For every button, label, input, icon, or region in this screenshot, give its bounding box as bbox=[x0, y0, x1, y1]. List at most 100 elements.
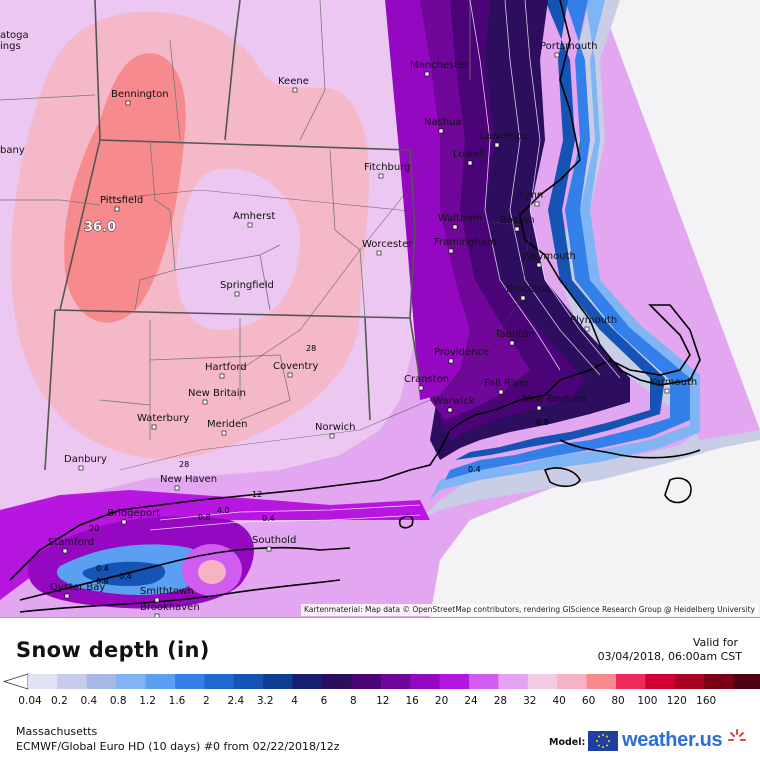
violet-band-4 bbox=[385, 0, 470, 400]
contour-label: 20 bbox=[89, 524, 99, 533]
place-label: Stamford bbox=[48, 537, 94, 548]
colorbar-cell bbox=[527, 674, 558, 689]
colorbar-tick-label: 28 bbox=[494, 695, 507, 707]
city-marker bbox=[498, 389, 504, 395]
place-label: Hartford bbox=[205, 362, 247, 373]
city-marker bbox=[121, 519, 127, 525]
contour-label: 0.8 bbox=[198, 513, 211, 522]
colorbar-tick-label: 60 bbox=[582, 695, 595, 707]
place-label: Worcester bbox=[362, 239, 413, 250]
place-boston: Boston bbox=[500, 215, 535, 232]
colorbar-tick-label: 8 bbox=[350, 695, 357, 707]
colorbar-cell bbox=[586, 674, 617, 689]
place-brockton: Brockton bbox=[506, 284, 551, 301]
contour-label: 12 bbox=[252, 490, 262, 499]
contour-label: 28 bbox=[179, 460, 189, 469]
southold-core bbox=[198, 560, 226, 584]
place-lowell: Lowell bbox=[453, 149, 484, 166]
colorbar-cell bbox=[263, 674, 294, 689]
place-springfield: Springfield bbox=[220, 280, 274, 297]
weather-us-logo[interactable]: weather.us bbox=[622, 729, 723, 751]
place-label: Boston bbox=[500, 215, 535, 226]
place-southold: Southold bbox=[252, 535, 296, 552]
place-taunton: Taunton bbox=[494, 329, 535, 346]
city-marker bbox=[448, 248, 454, 254]
place-label: Lynn bbox=[520, 190, 543, 201]
place-providence: Providence bbox=[434, 347, 489, 364]
place-label: Danbury bbox=[64, 454, 107, 465]
contour-label: 0.4 bbox=[96, 564, 109, 573]
snow-depth-map[interactable]: Portsmouth Manchester Keene Bennington Nashu… bbox=[0, 0, 760, 617]
place-label: Southold bbox=[252, 535, 296, 546]
colorbar-cell bbox=[116, 674, 147, 689]
place-label: Bridgeport bbox=[107, 508, 160, 519]
colorbar-cell bbox=[469, 674, 499, 689]
place-label: New Haven bbox=[160, 474, 217, 485]
place-framingham: Framingham bbox=[434, 237, 497, 254]
map-attribution: Kartenmaterial: Map data © OpenStreetMap… bbox=[301, 604, 758, 616]
ocean-area bbox=[430, 0, 760, 617]
place-plymouth: Plymouth bbox=[570, 315, 617, 332]
city-marker bbox=[438, 128, 444, 134]
city-marker bbox=[151, 424, 157, 430]
city-marker bbox=[376, 250, 382, 256]
place-label: Providence bbox=[434, 347, 489, 358]
city-marker bbox=[554, 52, 560, 58]
contour-label: 0.4 bbox=[119, 572, 132, 581]
city-marker bbox=[78, 465, 84, 471]
colorbar-tick-label: 100 bbox=[637, 695, 657, 707]
place-label: Smithtown bbox=[140, 586, 194, 597]
colorbar-tick-label: 2.4 bbox=[227, 695, 244, 707]
place-label: Cranston bbox=[404, 374, 449, 385]
place-new-bedford: New Bedford bbox=[522, 394, 586, 411]
coastlines bbox=[9, 0, 701, 613]
place-norwich: Norwich bbox=[315, 422, 356, 439]
place-label: Bennington bbox=[111, 89, 169, 100]
state-borders bbox=[44, 0, 421, 471]
colorbar-tick-label: 0.8 bbox=[110, 695, 127, 707]
city-marker bbox=[494, 142, 500, 148]
colorbar-tick-label: 80 bbox=[611, 695, 624, 707]
place-bany: bany bbox=[0, 145, 25, 156]
place-fitchburg: Fitchburg bbox=[364, 162, 411, 179]
legend-panel: Snow depth (in) Valid for 03/04/2018, 06… bbox=[0, 617, 760, 761]
place-label: Weymouth bbox=[522, 251, 576, 262]
city-marker bbox=[467, 160, 473, 166]
place-label: Waltham bbox=[438, 213, 482, 224]
contour-labels-layer: 28 28 0.4 0.4 0.8 0.8 20 0.4 0.4 12 4.0 0.8 bbox=[89, 344, 549, 586]
place-labels-layer: Portsmouth Manchester Keene Bennington Nashu… bbox=[0, 30, 697, 617]
place-warwick: Warwick bbox=[433, 396, 475, 413]
blue-band-inner bbox=[455, 0, 665, 460]
city-marker bbox=[664, 388, 670, 394]
city-marker bbox=[509, 340, 515, 346]
colorbar-tick-label: 4 bbox=[291, 695, 298, 707]
city-marker bbox=[221, 430, 227, 436]
roads bbox=[99, 139, 531, 471]
colorbar-min-arrow bbox=[2, 673, 29, 690]
colorbar-cell bbox=[351, 674, 382, 689]
colorbar-cell bbox=[86, 674, 117, 689]
city-marker bbox=[266, 546, 272, 552]
place-nashua: Nashua bbox=[424, 117, 462, 134]
city-marker bbox=[448, 358, 454, 364]
place-label: Manchester bbox=[410, 60, 469, 71]
place-meriden: Meriden bbox=[207, 419, 248, 436]
city-marker bbox=[174, 485, 180, 491]
place-label: Lawrence bbox=[480, 131, 528, 142]
city-marker bbox=[62, 548, 68, 554]
place-bridgeport: Bridgeport bbox=[107, 508, 160, 525]
place-label: Fall River bbox=[484, 378, 530, 389]
contour-label: 4.0 bbox=[217, 506, 230, 515]
place-manchester: Manchester bbox=[410, 60, 469, 77]
colorbar-cell bbox=[28, 674, 58, 689]
place-label: Norwich bbox=[315, 422, 356, 433]
place-hartford: Hartford bbox=[205, 362, 247, 379]
place-pittsfield: Pittsfield bbox=[100, 195, 143, 212]
colorbar-tick-label: 12 bbox=[376, 695, 389, 707]
contour-label: 28 bbox=[306, 344, 316, 353]
place-amherst: Amherst bbox=[233, 211, 275, 228]
colorbar-cell bbox=[175, 674, 205, 689]
colorbar-cell bbox=[498, 674, 529, 689]
place-label: Fitchburg bbox=[364, 162, 411, 173]
city-marker bbox=[378, 173, 384, 179]
